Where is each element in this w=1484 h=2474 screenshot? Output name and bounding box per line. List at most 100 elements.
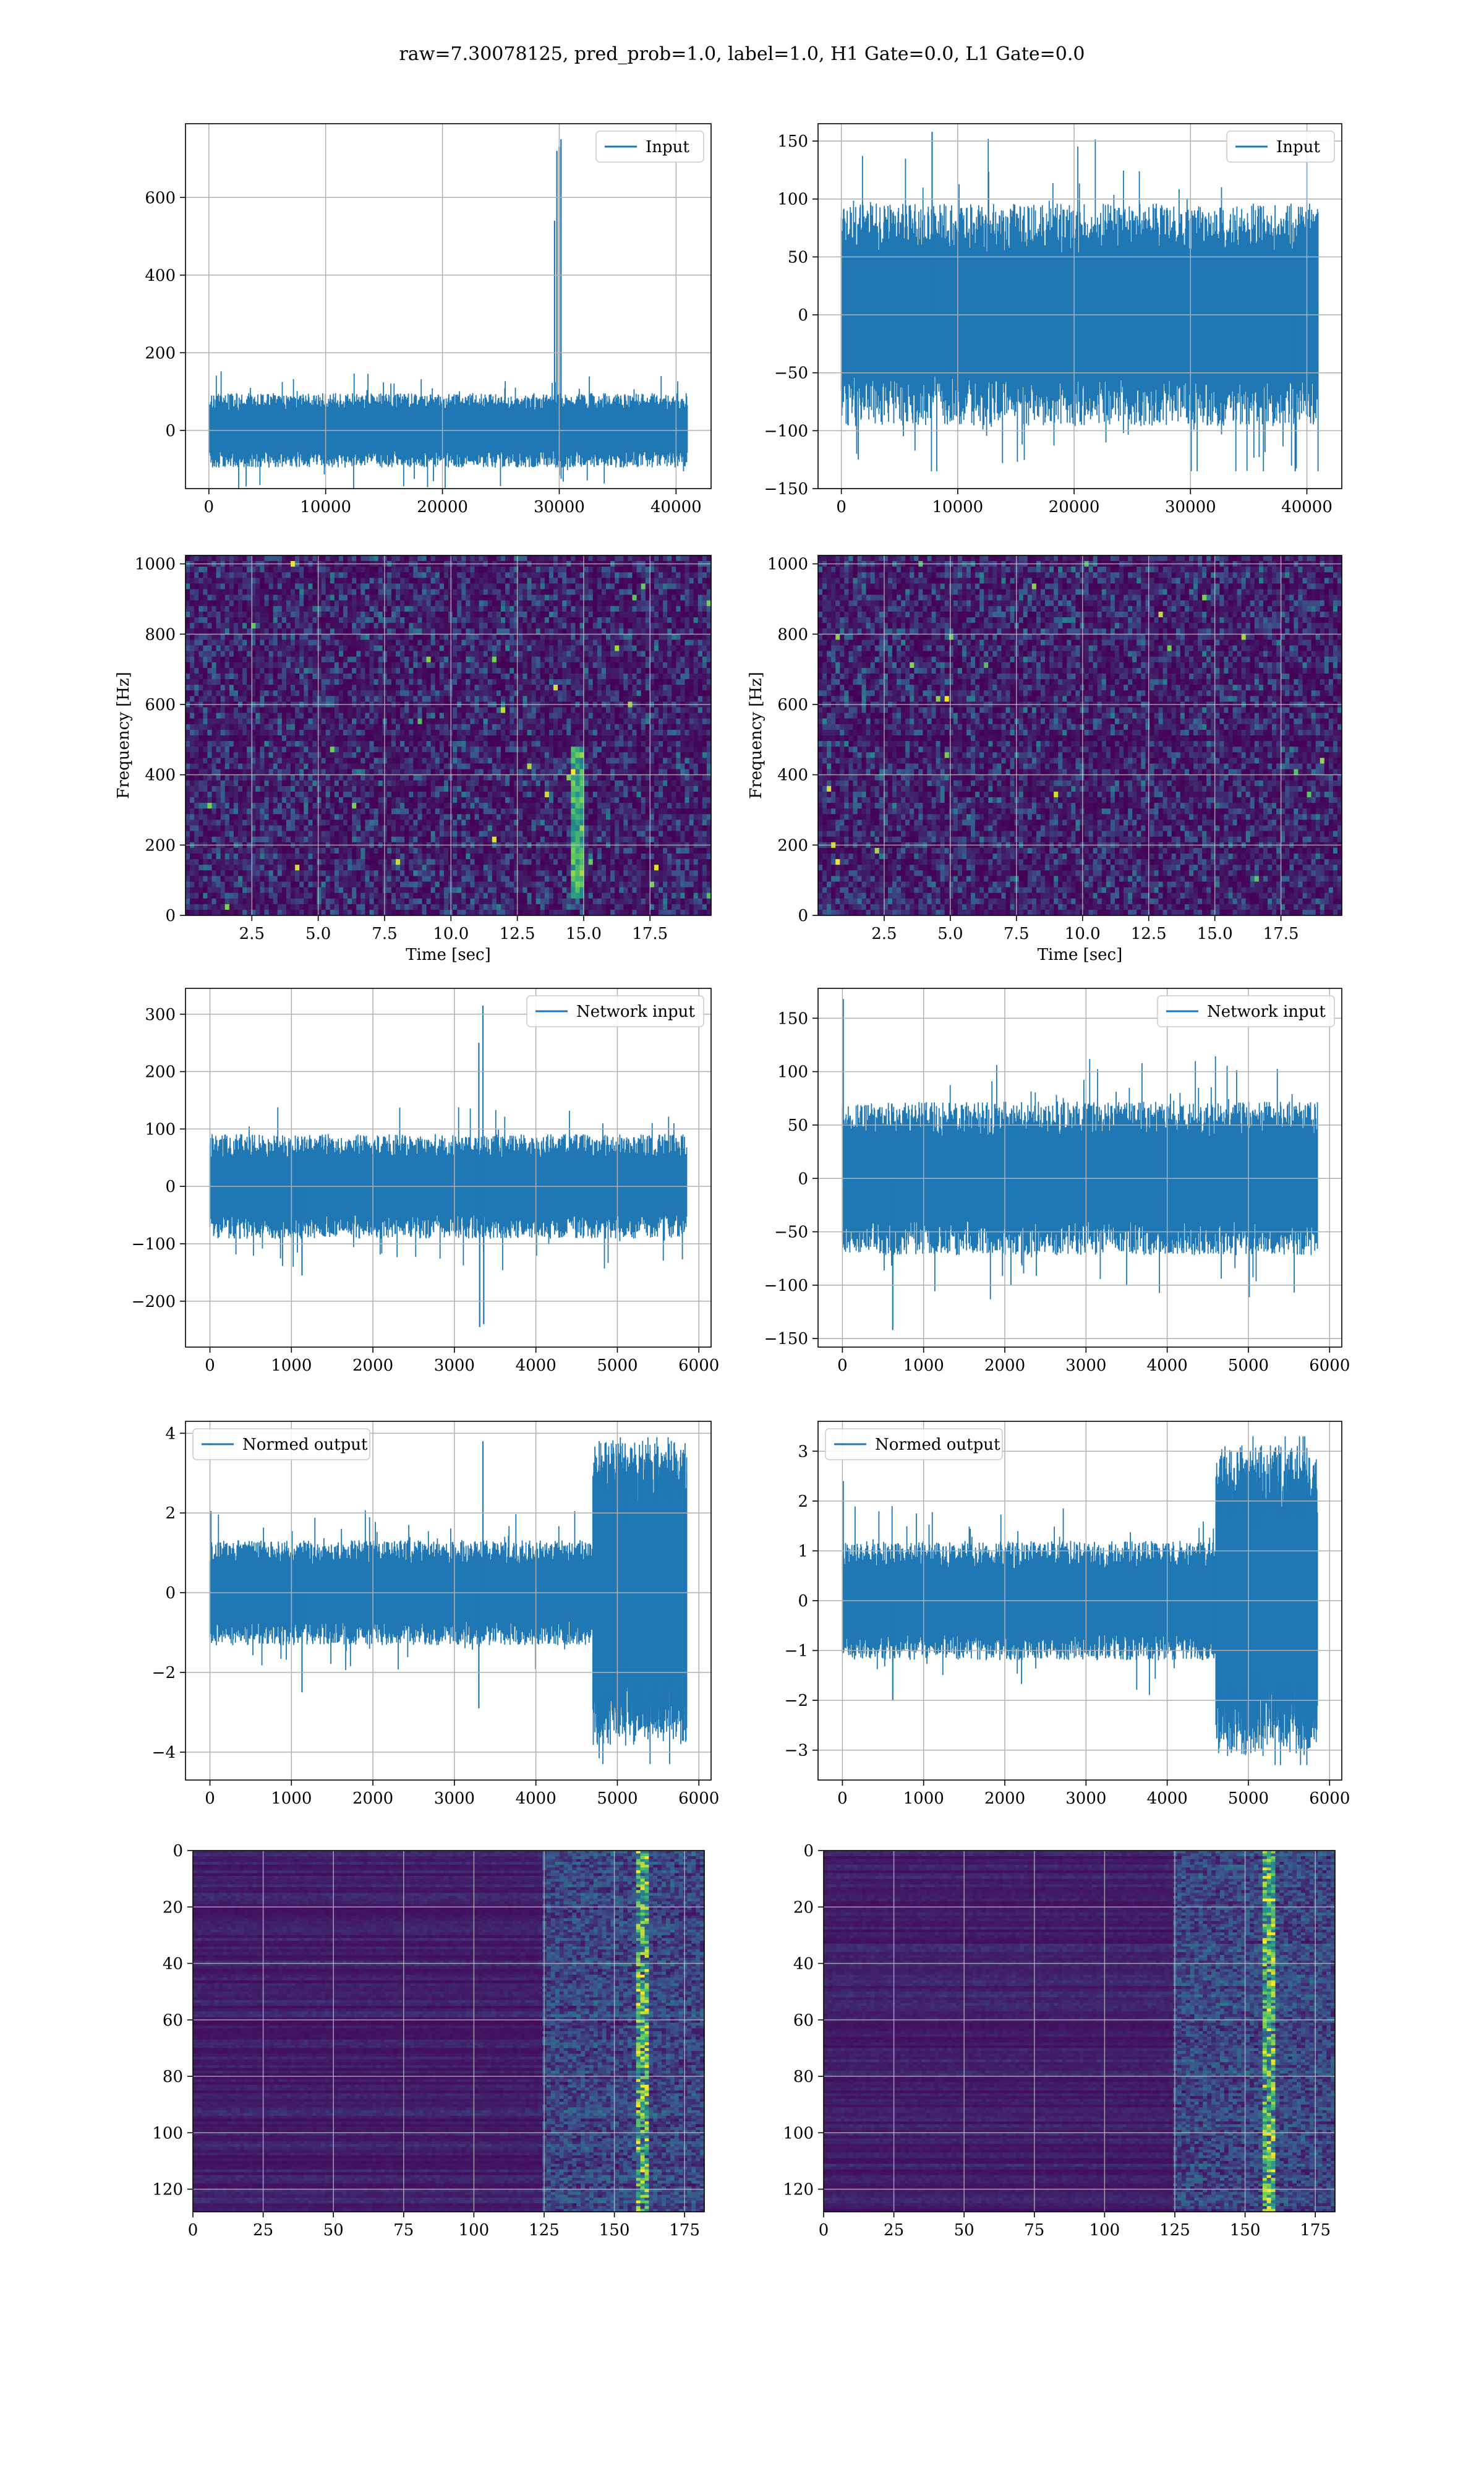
heatmap-cell (535, 735, 541, 742)
heatmap-cell (628, 735, 633, 742)
heatmap-cell (413, 583, 419, 590)
heatmap-cell (304, 752, 309, 758)
heatmap-cell (645, 679, 650, 685)
heatmap-cell (535, 623, 541, 629)
heatmap-cell (601, 578, 607, 584)
heatmap-cell (356, 690, 361, 696)
heatmap-cell (435, 752, 440, 758)
heatmap-cell (496, 628, 501, 635)
heatmap-cell (693, 707, 699, 714)
heatmap-cell (492, 628, 497, 635)
heatmap-cell (281, 567, 287, 573)
heatmap-cell (369, 690, 375, 696)
heatmap-cell (505, 752, 510, 758)
heatmap-cell (386, 707, 392, 714)
heatmap-cell (562, 741, 567, 747)
heatmap-cell (404, 673, 409, 680)
heatmap-cell (680, 741, 686, 747)
heatmap-cell (558, 555, 563, 562)
heatmap-cell (510, 696, 514, 703)
heatmap-cell (474, 729, 480, 736)
heatmap-cell (317, 583, 322, 590)
heatmap-cell (579, 673, 585, 680)
heatmap-cell (548, 741, 554, 747)
heatmap-cell (216, 572, 221, 578)
heatmap-cell (343, 713, 348, 719)
heatmap-cell (697, 758, 703, 764)
heatmap-cell (255, 752, 261, 758)
heatmap-cell (439, 729, 445, 736)
heatmap-cell (391, 600, 396, 607)
heatmap-cell (321, 606, 326, 612)
heatmap-cell (702, 690, 707, 696)
heatmap-cell (659, 567, 663, 573)
heatmap-cell (304, 673, 309, 680)
heatmap-cell (606, 611, 611, 618)
heatmap-cell (343, 651, 348, 657)
heatmap-cell (413, 628, 419, 635)
heatmap-cell (224, 780, 230, 787)
heatmap-cell (457, 662, 462, 669)
heatmap-cell (373, 617, 379, 623)
heatmap-cell (479, 667, 484, 674)
heatmap-cell (273, 623, 278, 629)
heatmap-cell (211, 769, 217, 776)
heatmap-cell (277, 645, 283, 652)
heatmap-cell (233, 634, 239, 640)
heatmap-cell (676, 628, 681, 635)
heatmap-cell (562, 594, 567, 601)
heatmap-cell (531, 735, 537, 742)
heatmap-cell (470, 679, 475, 685)
heatmap-cell (693, 555, 699, 562)
heatmap-cell (304, 667, 309, 674)
heatmap-cell (689, 707, 694, 714)
heatmap-cell (505, 600, 510, 607)
heatmap-cell (548, 774, 554, 781)
heatmap-cell (470, 769, 475, 776)
heatmap-cell (277, 679, 283, 685)
heatmap-cell (461, 707, 466, 714)
heatmap-cell (597, 589, 602, 596)
heatmap-cell (588, 707, 594, 714)
heatmap-cell (260, 645, 265, 652)
heatmap-cell (501, 747, 506, 753)
heatmap-cell (606, 713, 611, 719)
heatmap-cell (373, 718, 379, 725)
heatmap-cell (680, 572, 686, 578)
heatmap-cell (186, 589, 190, 596)
heatmap-cell (233, 735, 239, 742)
heatmap-cell (224, 729, 230, 736)
heatmap-cell (659, 617, 663, 623)
heatmap-cell (291, 696, 296, 703)
heatmap-cell (544, 589, 550, 596)
heatmap-cell (501, 735, 506, 742)
heatmap-cell (334, 583, 339, 590)
heatmap-cell (487, 634, 493, 640)
heatmap-cell (330, 729, 335, 736)
heatmap-cell (606, 578, 611, 584)
heatmap-cell (518, 567, 524, 573)
heatmap-cell (518, 594, 524, 601)
heatmap-cell (273, 673, 278, 680)
heatmap-cell (641, 707, 646, 714)
heatmap-cell (365, 617, 370, 623)
heatmap-cell (273, 667, 278, 674)
heatmap-cell (404, 741, 409, 747)
heatmap-cell (483, 780, 488, 787)
heatmap-cell (522, 735, 528, 742)
heatmap-cell (553, 555, 558, 562)
heatmap-cell (352, 640, 357, 646)
heatmap-cell (426, 594, 432, 601)
heatmap-cell (466, 763, 471, 770)
heatmap-cell (527, 735, 532, 742)
heatmap-cell (514, 713, 519, 719)
heatmap-cell (453, 718, 458, 725)
heatmap-cell (510, 769, 514, 776)
heatmap-cell (369, 611, 375, 618)
heatmap-cell (304, 685, 309, 691)
heatmap-cell (207, 640, 213, 646)
heatmap-cell (369, 780, 375, 787)
heatmap-cell (474, 758, 480, 764)
heatmap-cell (404, 567, 409, 573)
heatmap-cell (676, 567, 681, 573)
